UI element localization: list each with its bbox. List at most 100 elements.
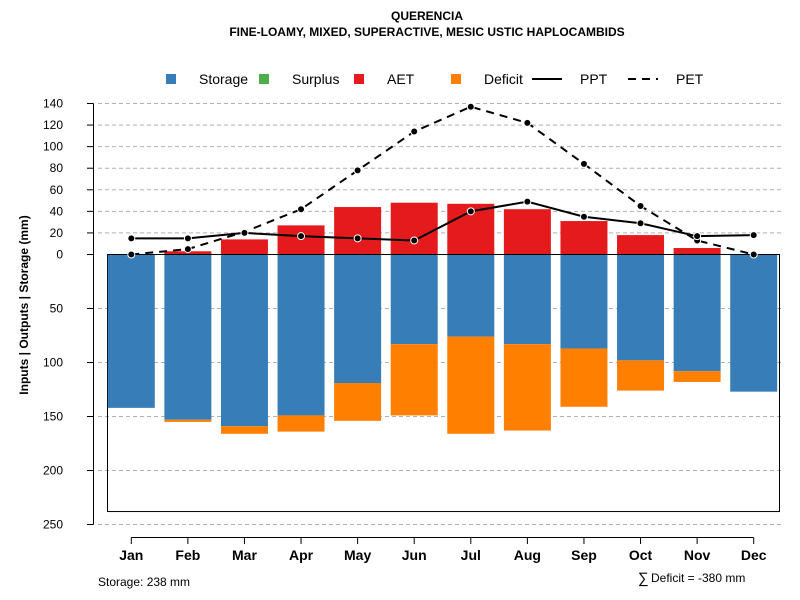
storage-bar-jun [390,254,438,345]
chart-title: QUERENCIA [391,9,463,23]
pet-point-oct [636,201,645,210]
deficit-bar-may [334,383,382,421]
storage-footnote: Storage: 238 mm [98,575,190,589]
ppt-point-dec [749,231,758,240]
x-tick-label-dec: Dec [741,547,767,563]
pet-point-jun [410,127,419,136]
aet-bar-may [334,207,382,255]
gridlines [98,103,782,525]
legend-deficit-label: Deficit [484,71,523,87]
x-tick-label-jun: Jun [402,547,427,563]
legend-surplus-label: Surplus [292,71,339,87]
storage-bar-oct [617,254,665,361]
series-lines [127,102,758,259]
x-tick-label-sep: Sep [571,547,597,563]
legend: Storage Surplus AET Deficit PPT PET [166,71,704,87]
aet-bar-aug [503,209,551,255]
y-tick-label: 100 [43,140,63,154]
x-tick-label-nov: Nov [684,547,711,563]
aet-bar-oct [617,235,665,255]
legend-storage-label: Storage [199,71,248,87]
x-tick-label-oct: Oct [629,547,653,563]
ppt-point-aug [523,197,532,206]
aet-bar-jun [390,202,438,255]
x-tick-label-feb: Feb [175,547,200,563]
pet-point-aug [523,118,532,127]
deficit-footnote: Deficit = -380 mm [651,571,745,585]
chart-subtitle: FINE-LOAMY, MIXED, SUPERACTIVE, MESIC US… [229,25,624,39]
y-axis-label: Inputs | Outputs | Storage (mm) [17,215,31,394]
x-tick-label-jan: Jan [119,547,143,563]
ppt-point-oct [636,219,645,228]
pet-point-jan [127,250,136,259]
y-tick-label: 0 [56,248,63,262]
storage-bar-feb [164,254,212,420]
pet-point-feb [183,245,192,254]
deficit-bar-nov [673,371,721,382]
y-tick-label: 50 [50,302,64,316]
pet-point-may [353,166,362,175]
y-tick-label: 40 [50,204,64,218]
legend-surplus-swatch [259,74,269,84]
y-tick-label: 120 [43,118,63,132]
deficit-bar-jul [447,336,495,434]
x-tick-label-apr: Apr [289,547,314,563]
pet-point-sep [579,159,588,168]
deficit-bar-apr [277,415,325,432]
sum-icon: ∑ [638,570,649,587]
ppt-point-nov [693,232,702,241]
y-tick-label: 20 [50,226,64,240]
x-tick-label-may: May [344,547,371,563]
deficit-bar-mar [220,426,268,434]
y-tick-label: 200 [43,464,63,478]
legend-aet-swatch [354,74,364,84]
y-tick-label: 250 [43,518,63,532]
axes: 0 20 40 60 80 100 120 140 50 100 150 200 250 Jan Feb Ma… [43,97,767,564]
legend-ppt-label: PPT [580,71,608,87]
y-tick-label: 150 [43,410,63,424]
deficit-bar-feb [164,419,212,422]
aet-bar-nov [673,248,721,255]
ppt-point-feb [183,234,192,243]
storage-bar-mar [220,254,268,427]
storage-bar-sep [560,254,608,349]
y-tick-label: 80 [50,161,64,175]
x-tick-label-mar: Mar [232,547,257,563]
legend-aet-label: AET [387,71,415,87]
legend-pet-label: PET [676,71,704,87]
storage-bar-jul [447,254,495,337]
ppt-point-apr [297,232,306,241]
legend-deficit-swatch [451,74,461,84]
deficit-bar-jun [390,344,438,416]
y-tick-label: 140 [43,97,63,111]
ppt-point-jan [127,234,136,243]
legend-storage-swatch [166,74,176,84]
y-tick-label: 100 [43,356,63,370]
aet-bar-sep [560,221,608,255]
bars [107,202,778,434]
ppt-point-may [353,234,362,243]
ppt-point-mar [240,228,249,237]
storage-bar-may [334,254,382,384]
pet-line [131,105,754,256]
pet-point-apr [297,205,306,214]
storage-bar-apr [277,254,325,416]
y-tick-label: 60 [50,183,64,197]
storage-bar-nov [673,254,721,372]
pet-point-jul [466,102,475,111]
ppt-point-jun [410,236,419,245]
deficit-bar-oct [617,360,665,391]
ppt-line [131,200,754,242]
x-tick-label-jul: Jul [461,547,481,563]
ppt-point-jul [466,207,475,216]
deficit-bar-aug [503,344,551,431]
aet-bar-mar [220,239,268,255]
ppt-point-sep [579,212,588,221]
storage-bar-aug [503,254,551,345]
storage-bar-jan [107,254,155,408]
x-tick-label-aug: Aug [514,547,541,563]
pet-point-dec [749,250,758,259]
deficit-bar-sep [560,348,608,407]
storage-bar-dec [730,254,778,392]
